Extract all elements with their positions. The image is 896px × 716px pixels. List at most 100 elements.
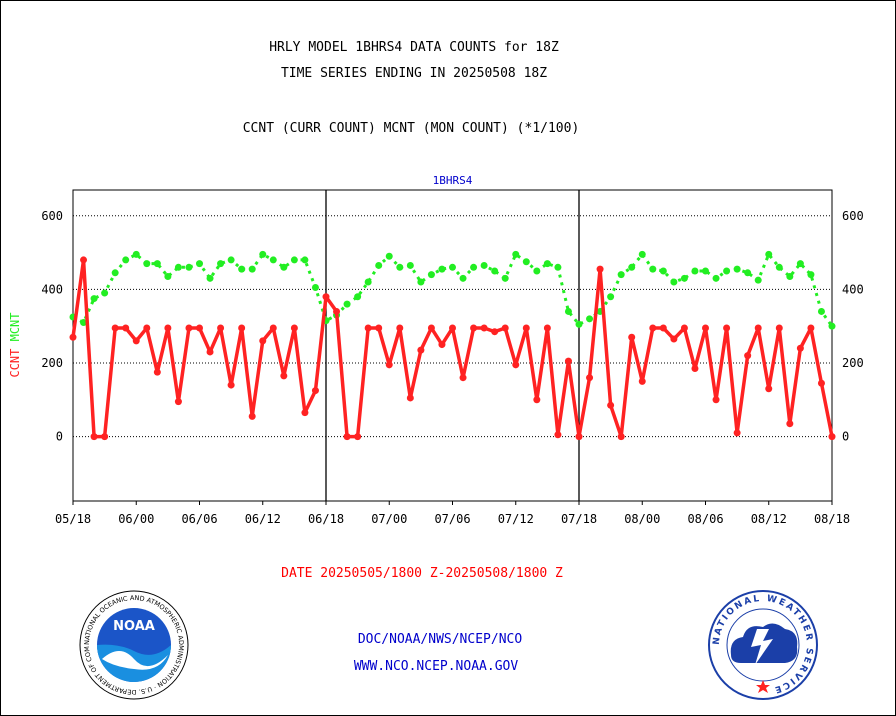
- mcnt-series-point: [90, 295, 98, 303]
- mcnt-series-point: [691, 267, 699, 275]
- mcnt-series-point: [480, 261, 488, 269]
- ccnt-series-point: [69, 333, 77, 341]
- ccnt-series-point: [522, 324, 530, 332]
- plot-title: 1BHRS4: [433, 174, 473, 187]
- x-tick-label: 06/18: [308, 512, 344, 526]
- mcnt-series-point: [807, 271, 815, 279]
- ccnt-series-point: [470, 324, 478, 332]
- ccnt-series-point: [354, 433, 362, 441]
- mcnt-series-point: [174, 263, 182, 271]
- ccnt-series-point: [343, 433, 351, 441]
- ccnt-series-point: [90, 433, 98, 441]
- ccnt-series-point: [364, 324, 372, 332]
- mcnt-series-point: [196, 260, 203, 268]
- mcnt-series-point: [533, 267, 541, 275]
- series-layer: [69, 250, 836, 441]
- mcnt-series-point: [733, 265, 741, 273]
- ccnt-series-point: [164, 324, 172, 332]
- x-tick-label: 06/00: [118, 512, 154, 526]
- ccnt-series-point: [828, 433, 836, 441]
- mcnt-series-point: [817, 307, 825, 315]
- label-layer: 0 0 200 200 400 400 600 600 05/18 06/00 06/06 06/12…: [8, 174, 864, 526]
- ccnt-series-line: [71, 258, 834, 439]
- mcnt-series-point: [564, 307, 572, 315]
- mcnt-series-point: [385, 252, 393, 260]
- mcnt-series-point: [185, 263, 193, 271]
- y-tick-label-left: 600: [41, 209, 63, 223]
- ccnt-series-point: [459, 374, 467, 382]
- y-tick-label-left: 200: [41, 356, 63, 370]
- mcnt-series-point: [343, 300, 351, 308]
- ccnt-series-point: [417, 346, 425, 354]
- ccnt-series-point: [143, 324, 151, 332]
- chart-title-line2: TIME SERIES ENDING IN 20250508 18Z: [280, 66, 548, 81]
- mcnt-series-point: [427, 271, 435, 279]
- mcnt-series-point: [522, 258, 530, 266]
- mcnt-series-point: [470, 263, 478, 271]
- x-tick-label: 08/06: [687, 512, 723, 526]
- noaa-logo-label: NOAA: [113, 619, 155, 634]
- mcnt-series-point: [438, 265, 446, 273]
- ccnt-series-point: [765, 385, 773, 393]
- mcnt-series-point: [238, 265, 246, 273]
- mcnt-series-point: [354, 293, 362, 301]
- mcnt-series-point: [290, 256, 298, 264]
- ccnt-series-point: [406, 394, 414, 402]
- ccnt-series-point: [185, 324, 193, 332]
- ccnt-series-point: [311, 387, 319, 395]
- mcnt-series-point: [280, 263, 288, 271]
- mcnt-series-point: [786, 272, 794, 280]
- ccnt-series-point: [132, 337, 140, 345]
- ccnt-series-point: [554, 431, 562, 439]
- mcnt-series-point: [301, 256, 309, 264]
- mcnt-series-point: [143, 260, 151, 268]
- mcnt-series-point: [311, 284, 319, 292]
- ccnt-series-point: [533, 396, 541, 404]
- x-tick-label: 08/18: [814, 512, 850, 526]
- y-axis-label-mcnt: MCNT: [8, 312, 22, 341]
- ccnt-series-point: [702, 324, 709, 332]
- ccnt-series-point: [543, 324, 551, 332]
- ccnt-series-point: [564, 357, 572, 365]
- y-axis-label-ccnt: CCNT: [8, 341, 22, 377]
- ccnt-series-point: [385, 361, 393, 369]
- x-tick-label: 08/12: [751, 512, 787, 526]
- x-tick-label: 06/12: [245, 512, 281, 526]
- mcnt-series-point: [491, 267, 499, 275]
- ccnt-series-point: [290, 324, 298, 332]
- x-tick-label: 08/00: [624, 512, 660, 526]
- ccnt-series-point: [786, 420, 794, 428]
- ccnt-series-point: [269, 324, 277, 332]
- x-tick-label: 07/00: [371, 512, 407, 526]
- ccnt-series-point: [280, 372, 288, 380]
- mcnt-series-point: [206, 274, 214, 282]
- mcnt-series-point: [754, 276, 762, 284]
- mcnt-series-point: [111, 269, 119, 277]
- mcnt-series-point: [543, 260, 551, 268]
- y-tick-label-right: 200: [842, 356, 864, 370]
- ccnt-series-point: [596, 265, 604, 273]
- ccnt-series-point: [438, 341, 446, 349]
- ccnt-series-point: [122, 324, 130, 332]
- ccnt-series-point: [754, 324, 762, 332]
- mcnt-series-point: [607, 293, 615, 301]
- website-link[interactable]: WWW.NCO.NCEP.NOAA.GOV: [353, 659, 519, 674]
- mcnt-series-point: [775, 263, 783, 271]
- mcnt-series-point: [512, 250, 520, 258]
- mcnt-series-point: [153, 260, 161, 268]
- ccnt-series-point: [333, 307, 341, 315]
- mcnt-series-point: [554, 263, 562, 271]
- ccnt-series-point: [680, 324, 688, 332]
- mcnt-series-point: [375, 261, 383, 269]
- ccnt-series-point: [512, 361, 520, 369]
- ccnt-series-point: [427, 324, 435, 332]
- mcnt-series-point: [575, 320, 583, 328]
- mcnt-series-point: [396, 263, 404, 271]
- x-tick-label: 07/18: [561, 512, 597, 526]
- ccnt-series-point: [712, 396, 720, 404]
- y-tick-label-left: 0: [56, 430, 63, 444]
- mcnt-series-point: [617, 271, 625, 279]
- ccnt-series-point: [775, 324, 783, 332]
- ccnt-series-point: [227, 381, 235, 389]
- mcnt-series-point: [628, 263, 636, 271]
